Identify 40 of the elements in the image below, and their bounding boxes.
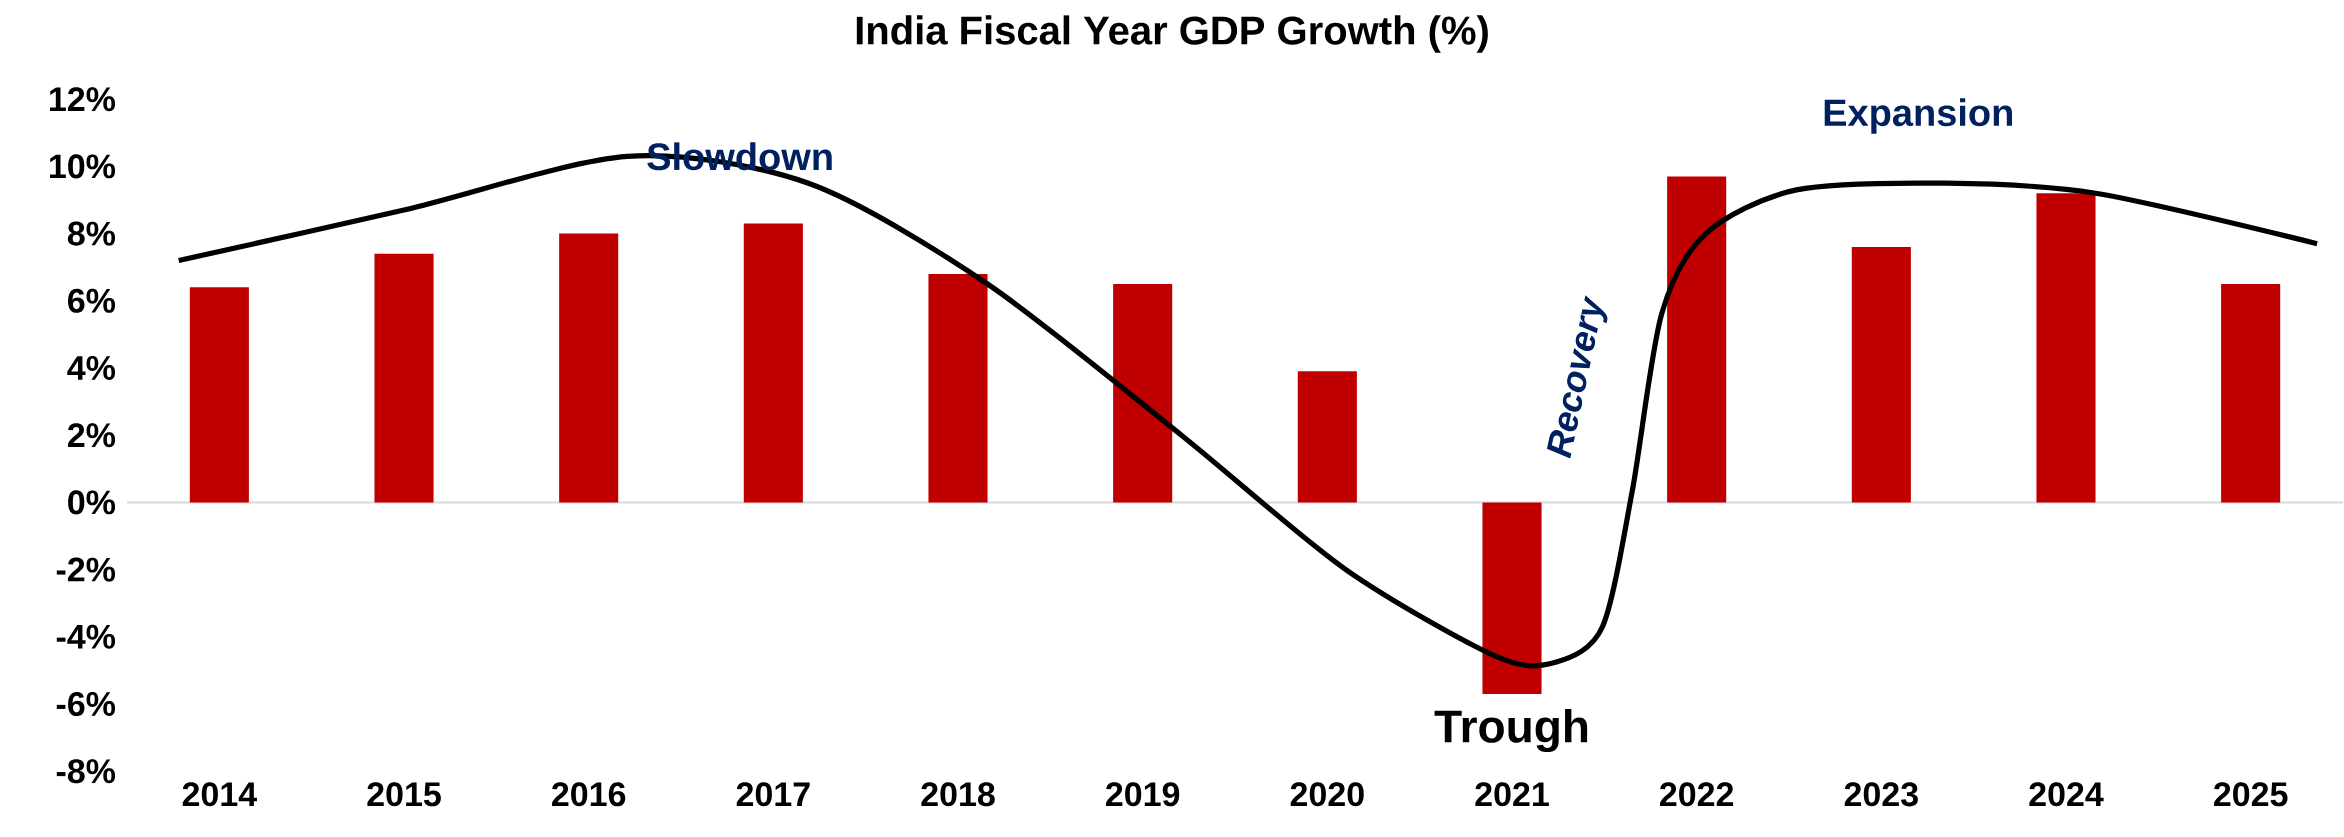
y-tick-label: 4% xyxy=(67,356,116,380)
y-tick-label: 12% xyxy=(50,87,116,112)
x-tick-label: 2025 xyxy=(2214,782,2288,807)
bar xyxy=(2036,193,2096,503)
y-tick-label: 0% xyxy=(68,490,116,515)
y-tick-label: -4% xyxy=(56,624,116,649)
x-tick-label: 2024 xyxy=(2029,782,2104,807)
bar xyxy=(928,273,988,503)
y-tick-label: 2% xyxy=(68,423,116,448)
x-tick-label: 2016 xyxy=(552,782,626,807)
bar xyxy=(1113,284,1173,503)
x-tick-label: 2015 xyxy=(367,782,441,807)
annotation: Slowdown xyxy=(647,142,832,171)
x-tick-label: 2017 xyxy=(736,782,810,807)
annotation: Trough xyxy=(1434,708,1588,753)
x-tick-label: 2019 xyxy=(1106,782,1180,807)
y-tick-label: 8% xyxy=(67,221,116,246)
x-tick-label: 2021 xyxy=(1475,782,1549,807)
annotation: Recovery xyxy=(1546,295,1608,459)
x-tick-label: 2014 xyxy=(182,782,257,807)
bar xyxy=(1482,502,1542,694)
y-tick-label: -2% xyxy=(56,557,116,582)
bar xyxy=(743,223,803,503)
chart-title: India Fiscal Year GDP Growth (%) xyxy=(856,15,1488,53)
bar xyxy=(559,233,619,503)
y-tick-label: -8% xyxy=(56,759,116,784)
x-tick-label: 2022 xyxy=(1660,782,1734,807)
bar xyxy=(1667,176,1727,503)
bar xyxy=(1297,371,1357,503)
annotation: Expansion xyxy=(1824,98,2012,134)
y-tick-label: 6% xyxy=(68,288,116,313)
y-tick-label: -6% xyxy=(56,691,116,717)
bar xyxy=(374,253,434,503)
x-tick-label: 2023 xyxy=(1844,782,1918,807)
y-tick-label: 10% xyxy=(50,154,116,179)
bar xyxy=(1851,247,1911,503)
bar xyxy=(189,287,249,503)
x-tick-label: 2018 xyxy=(921,782,995,807)
x-tick-label: 2020 xyxy=(1290,782,1364,807)
bar xyxy=(2221,284,2281,503)
